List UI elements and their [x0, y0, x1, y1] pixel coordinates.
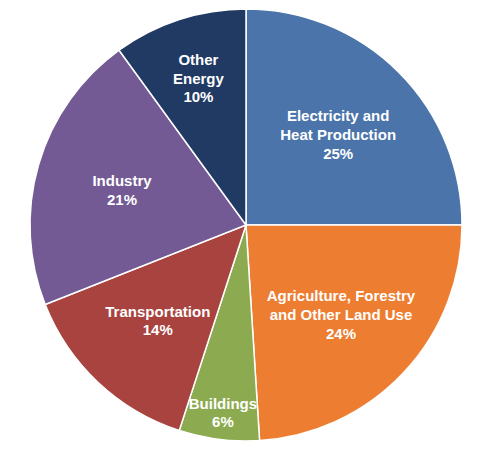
svg-text:Transportation14%: Transportation14% — [105, 303, 210, 339]
svg-text:Buildings6%: Buildings6% — [189, 395, 257, 431]
svg-text:OtherEnergy10%: OtherEnergy10% — [173, 51, 225, 106]
svg-text:Electricity andHeat Production: Electricity andHeat Production25% — [280, 107, 396, 162]
svg-text:Agriculture, Forestryand Other: Agriculture, Forestryand Other Land Use2… — [267, 287, 416, 342]
svg-text:Industry21%: Industry21% — [92, 172, 152, 208]
